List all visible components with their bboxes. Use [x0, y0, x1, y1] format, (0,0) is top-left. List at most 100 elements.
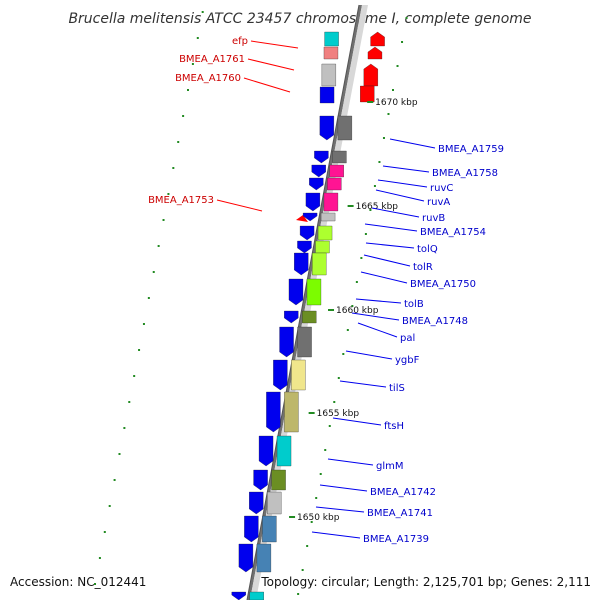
tick-mark	[162, 219, 165, 221]
tick-mark	[405, 17, 408, 19]
leader-line	[315, 506, 365, 513]
cog-feature	[317, 225, 333, 241]
tick-mark	[172, 167, 175, 169]
forward-gene-feature	[279, 326, 294, 358]
tick-mark	[382, 137, 385, 139]
cog-feature	[320, 212, 336, 222]
forward-gene-label: ruvB	[422, 213, 445, 224]
leader-line	[345, 350, 393, 360]
tick-mark	[113, 479, 116, 481]
cog-feature	[276, 435, 292, 467]
cog-feature	[323, 192, 339, 212]
kbp-label: 1655 kbp	[317, 409, 360, 419]
forward-gene-label: BMEA_A1748	[402, 316, 468, 327]
tick-mark	[387, 113, 390, 115]
tick-mark	[337, 377, 340, 379]
forward-gene-feature	[258, 435, 274, 467]
forward-gene-label: glmM	[376, 461, 404, 472]
forward-gene-label: BMEA_A1754	[420, 227, 486, 238]
kbp-scale: 1670 kbp 1665 kbp 1660 kbp 1655 kbp 1650 kbp	[289, 98, 418, 523]
tick-mark	[201, 11, 204, 13]
forward-gene-feature	[288, 278, 304, 306]
cog-feature	[332, 150, 347, 164]
tick-mark	[187, 89, 189, 91]
tick-mark	[301, 569, 304, 571]
forward-gene-label: BMEA_A1759	[438, 144, 504, 155]
cog-feature	[249, 591, 264, 600]
gene-features	[231, 31, 385, 600]
forward-gene-feature	[284, 310, 299, 324]
reverse-gene-label: BMEA_A1760	[175, 73, 241, 84]
tick-mark	[369, 209, 372, 211]
forward-gene-feature	[319, 115, 334, 141]
leader-line	[351, 312, 400, 321]
leader-line	[319, 484, 368, 492]
forward-gene-feature	[273, 359, 288, 391]
leader-line	[363, 254, 411, 267]
tick-mark	[94, 583, 97, 585]
tick-mark	[297, 593, 300, 595]
leader-line	[327, 458, 374, 466]
tick-mark	[103, 531, 106, 533]
forward-gene-label: ftsH	[384, 421, 404, 432]
tick-mark	[328, 425, 331, 427]
cog-feature	[256, 543, 272, 573]
tick-mark	[342, 353, 345, 355]
kbp-label: 1665 kbp	[356, 202, 399, 212]
cog-feature	[297, 326, 312, 358]
tick-mark	[138, 349, 141, 351]
cog-feature	[319, 86, 335, 104]
forward-gene-label: tolQ	[417, 244, 438, 255]
leader-line	[339, 380, 387, 388]
forward-gene-label: ruvA	[427, 197, 450, 208]
kbp-label: 1660 kbp	[336, 306, 379, 316]
leader-line	[247, 58, 295, 71]
reverse-gene-label: efp	[232, 36, 248, 47]
forward-gene-label: tilS	[389, 383, 405, 394]
cog-feature	[327, 177, 342, 191]
cog-feature	[284, 391, 299, 433]
cog-feature	[337, 115, 352, 141]
tick-mark	[98, 557, 101, 559]
tick-mark	[118, 453, 121, 455]
cog-feature	[262, 515, 277, 543]
kbp-label: 1650 kbp	[297, 513, 340, 523]
tick-mark	[401, 41, 404, 43]
forward-gene-label: BMEA_A1739	[363, 534, 429, 545]
leader-line	[364, 223, 418, 232]
leader-line	[216, 199, 263, 212]
cog-feature	[267, 491, 282, 515]
tick-mark	[355, 281, 358, 283]
tick-mark	[157, 245, 160, 247]
tick-mark	[133, 375, 136, 377]
tick-marks	[94, 11, 408, 595]
cog-feature	[324, 31, 339, 47]
cog-feature	[321, 63, 336, 87]
leader-line	[243, 77, 291, 93]
forward-gene-feature	[294, 252, 309, 276]
accession-text: Accession: NC_012441	[10, 575, 146, 589]
reverse-gene-feature	[360, 85, 375, 103]
tick-mark	[196, 37, 199, 39]
forward-gene-feature	[309, 177, 324, 191]
cog-feature	[302, 310, 317, 324]
reverse-gene-feature	[370, 31, 385, 47]
leader-line	[389, 138, 436, 149]
forward-gene-label: BMEA_A1758	[432, 168, 498, 179]
tick-mark	[147, 297, 150, 299]
tick-mark	[152, 271, 155, 273]
topology-text: Topology: circular; Length: 2,125,701 bp…	[260, 575, 591, 589]
leader-line	[377, 179, 428, 188]
forward-gene-feature	[231, 591, 246, 600]
tick-mark	[333, 401, 336, 403]
reverse-gene-feature	[367, 46, 383, 60]
gene-labels: efp BMEA_A1761 BMEA_A1760 BMEA_A1753 BMEA_A1…	[148, 36, 504, 545]
tick-mark	[315, 497, 318, 499]
forward-gene-feature	[244, 515, 259, 543]
reverse-gene-label: BMEA_A1753	[148, 195, 214, 206]
cog-feature	[306, 278, 322, 306]
cog-feature	[329, 164, 344, 178]
tick-mark	[324, 449, 327, 451]
forward-gene-feature	[253, 469, 268, 491]
